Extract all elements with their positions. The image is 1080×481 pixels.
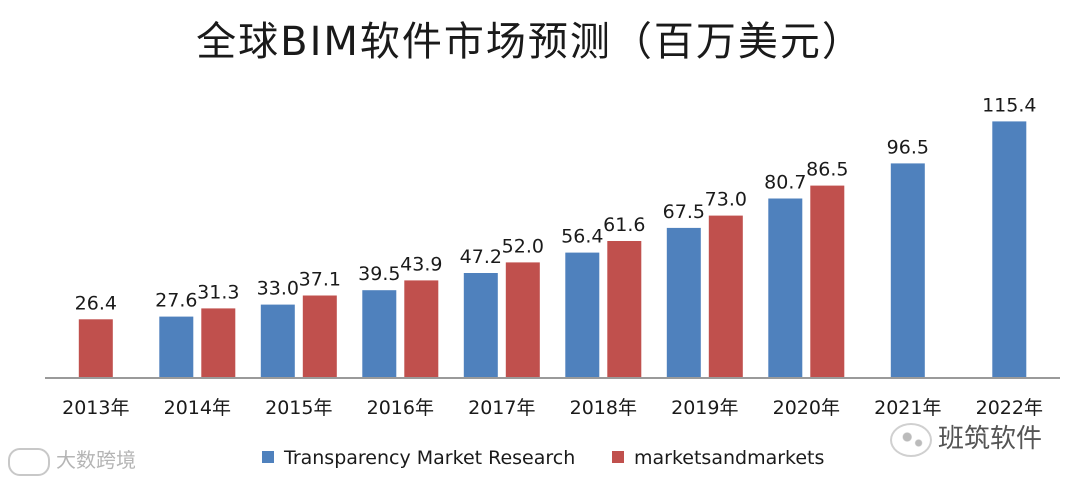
data-label-tmr-7: 80.7 <box>764 172 806 194</box>
data-label-tmr-4: 47.2 <box>460 246 502 268</box>
bar-mm-7 <box>810 185 845 378</box>
legend-swatch-mm <box>612 451 624 463</box>
data-label-tmr-5: 56.4 <box>561 226 603 248</box>
data-label-mm-1: 31.3 <box>197 281 239 303</box>
data-label-tmr-8: 96.5 <box>887 136 929 158</box>
x-tick-label-4: 2017年 <box>468 397 535 419</box>
bar-tmr-8 <box>890 163 925 378</box>
chart-title: 全球BIM软件市场预测（百万美元） <box>196 19 864 65</box>
x-tick-label-3: 2016年 <box>367 397 434 419</box>
bars-group <box>78 121 1027 379</box>
watermark-right-text: 班筑软件 <box>938 424 1043 454</box>
x-tick-label-6: 2019年 <box>671 397 738 419</box>
watermark-left: 大数跨境 <box>8 444 136 476</box>
link-icon <box>8 447 50 476</box>
chat-icon <box>890 422 932 457</box>
watermark-left-text: 大数跨境 <box>56 448 136 472</box>
x-tick-label-9: 2022年 <box>976 397 1043 419</box>
bar-tmr-1 <box>159 316 194 378</box>
bar-tmr-9 <box>992 121 1027 379</box>
data-label-tmr-9: 115.4 <box>982 94 1036 116</box>
bar-tmr-7 <box>768 198 803 378</box>
data-label-mm-5: 61.6 <box>603 214 645 236</box>
bar-tmr-3 <box>362 290 397 378</box>
bar-tmr-4 <box>463 273 498 378</box>
data-label-tmr-1: 27.6 <box>155 290 197 312</box>
bar-tmr-6 <box>666 227 701 378</box>
legend-label-tmr: Transparency Market Research <box>283 447 575 469</box>
x-tick-label-8: 2021年 <box>874 397 941 419</box>
bar-mm-4 <box>505 262 540 378</box>
bar-tmr-5 <box>565 252 600 378</box>
legend: Transparency Market Research marketsandma… <box>262 447 824 469</box>
x-tick-label-5: 2018年 <box>570 397 637 419</box>
data-label-mm-4: 52.0 <box>502 235 544 257</box>
data-label-mm-3: 43.9 <box>400 253 442 275</box>
value-labels-group: 26.4 27.6 31.3 33.0 37.1 39.5 43.9 47.2 52.0 56.4… <box>75 94 1037 314</box>
data-label-tmr-6: 67.5 <box>663 201 705 223</box>
data-label-mm-7: 86.5 <box>806 159 848 181</box>
x-tick-label-0: 2013年 <box>62 397 129 419</box>
legend-label-mm: marketsandmarkets <box>634 447 824 469</box>
x-tick-label-2: 2015年 <box>265 397 332 419</box>
data-label-mm-6: 73.0 <box>705 189 747 211</box>
x-tick-label-7: 2020年 <box>773 397 840 419</box>
bar-mm-3 <box>404 280 439 378</box>
bar-mm-0 <box>78 319 113 378</box>
bar-tmr-2 <box>260 304 295 378</box>
watermark-right: 班筑软件 <box>890 418 1042 457</box>
data-label-tmr-3: 39.5 <box>358 263 400 285</box>
bar-mm-5 <box>607 241 642 378</box>
bar-mm-1 <box>201 308 236 378</box>
data-label-mm-2: 37.1 <box>299 269 341 291</box>
data-label-mm-0: 26.4 <box>75 292 117 314</box>
bar-mm-2 <box>302 295 337 378</box>
data-label-tmr-2: 33.0 <box>257 278 299 300</box>
bar-mm-6 <box>708 215 743 378</box>
x-tick-labels-group: 2013年 2014年 2015年 2016年 2017年 2018年 2019年 2020年… <box>62 397 1043 419</box>
x-tick-label-1: 2014年 <box>164 397 231 419</box>
legend-swatch-tmr <box>262 451 274 463</box>
